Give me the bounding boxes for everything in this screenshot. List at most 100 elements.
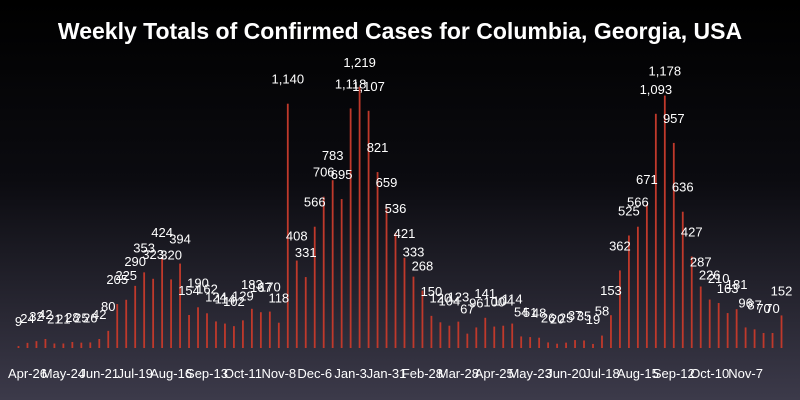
bar — [529, 337, 532, 348]
bar-value-label: 96 — [738, 295, 752, 310]
bar-value-label: 695 — [331, 167, 353, 182]
bar — [385, 206, 388, 348]
bar-value-label: 1,140 — [272, 72, 305, 87]
x-tick-label: Oct-11 — [224, 366, 262, 381]
bar — [538, 337, 541, 348]
bar — [502, 325, 505, 348]
bar-value-label: 821 — [367, 140, 389, 155]
bar — [699, 286, 702, 348]
bar-value-label: 114 — [502, 292, 523, 307]
bar — [250, 308, 253, 348]
bar — [511, 323, 514, 348]
bar — [493, 326, 496, 348]
bar-value-label: 54 — [514, 304, 528, 319]
bar-value-label: 114 — [215, 292, 236, 307]
bar-value-label: 48 — [532, 306, 546, 321]
bar-value-label: 150 — [421, 284, 443, 299]
bar-value-label: 141 — [474, 286, 496, 301]
bar-value-label: 70 — [765, 301, 779, 316]
bar — [35, 341, 38, 348]
bar — [358, 86, 361, 348]
bar — [439, 322, 442, 348]
bar-value-label: 24 — [20, 311, 34, 326]
bar-value-label: 28 — [65, 310, 79, 325]
bar — [753, 329, 756, 348]
bar — [376, 172, 379, 348]
x-tick-label: Jan-31 — [367, 366, 407, 381]
bar — [628, 235, 630, 348]
bar — [708, 299, 711, 348]
bar-value-label: 118 — [268, 291, 289, 306]
bar-value-label: 268 — [412, 259, 434, 274]
bar — [233, 326, 235, 348]
bar — [26, 342, 29, 348]
bar-value-label: 80 — [101, 299, 115, 314]
bar — [762, 333, 765, 348]
bar — [672, 142, 675, 348]
bar — [367, 110, 370, 348]
x-tick-label: Apr-26 — [8, 366, 47, 381]
bar-value-label: 331 — [295, 245, 317, 260]
bar-value-label: 636 — [672, 180, 694, 195]
bar — [295, 260, 298, 348]
bar-value-label: 957 — [663, 111, 685, 126]
bar-value-label: 21 — [56, 312, 70, 327]
bar — [152, 278, 155, 348]
bar-value-label: 129 — [232, 288, 254, 303]
bar — [62, 343, 65, 348]
bar-value-label: 659 — [376, 175, 398, 190]
bar — [619, 270, 621, 348]
bar — [780, 315, 783, 348]
bar-value-label: 706 — [313, 165, 335, 180]
bar — [44, 339, 47, 348]
bar-value-label: 190 — [187, 275, 209, 290]
bar-value-label: 42 — [38, 307, 52, 322]
bar-value-label: 162 — [196, 281, 218, 296]
bar-value-label: 26 — [83, 310, 97, 325]
bar-value-label: 394 — [169, 232, 191, 247]
x-tick-label: Dec-6 — [297, 366, 332, 381]
bar-value-label: 226 — [699, 268, 721, 283]
bar-value-label: 104 — [492, 294, 514, 309]
bar-value-label: 42 — [92, 307, 106, 322]
bar-value-label: 210 — [708, 271, 730, 286]
bar — [304, 277, 307, 348]
chart-title: Weekly Totals of Confirmed Cases for Col… — [57, 18, 743, 44]
bar-value-label: 1,178 — [649, 64, 682, 79]
bar-value-label: 287 — [690, 255, 712, 270]
bar — [592, 343, 594, 348]
bar-value-label: 35 — [577, 309, 591, 324]
bar — [457, 321, 460, 348]
bar — [322, 196, 325, 348]
bar-value-label: 153 — [600, 283, 622, 298]
bar — [726, 313, 729, 348]
x-tick-label: Sep-13 — [186, 366, 228, 381]
bar — [197, 307, 199, 348]
bar — [421, 290, 424, 348]
bar-value-label: 120 — [430, 290, 452, 305]
bar — [17, 346, 20, 348]
bars-layer — [17, 86, 783, 349]
bar-value-label: 154 — [178, 283, 200, 298]
bar — [412, 276, 415, 348]
bar-value-label: 163 — [717, 281, 739, 296]
bar — [520, 336, 523, 348]
x-tick-label: Sep-12 — [653, 366, 695, 381]
bar-value-label: 323 — [142, 247, 164, 262]
bar — [259, 312, 262, 348]
bar — [349, 108, 352, 349]
x-tick-label: Jun-20 — [546, 366, 586, 381]
bar-value-label: 123 — [447, 290, 469, 305]
bar — [717, 303, 720, 348]
x-tick-label: May-23 — [508, 366, 551, 381]
x-tick-label: Oct-10 — [690, 366, 729, 381]
bar — [636, 226, 639, 348]
bar-value-label: 51 — [523, 305, 537, 320]
bar — [71, 342, 74, 348]
bar-value-label: 9 — [15, 314, 22, 329]
x-tick-labels-layer: Apr-26May-24Jun-21Jul-19Aug-16Sep-13Oct-… — [8, 366, 763, 381]
bar — [735, 309, 738, 348]
bar-value-label: 19 — [586, 312, 600, 327]
bar — [654, 113, 657, 348]
